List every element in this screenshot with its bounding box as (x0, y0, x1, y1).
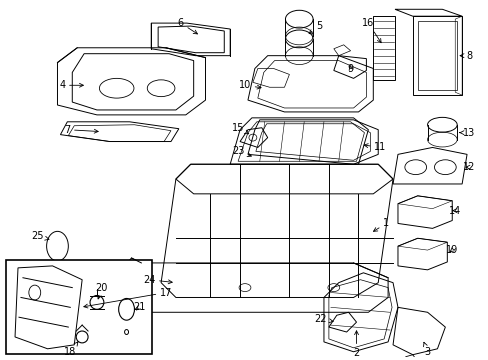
Text: 11: 11 (364, 143, 386, 152)
Text: 6: 6 (178, 18, 197, 34)
Text: 8: 8 (459, 51, 471, 61)
Text: 13: 13 (459, 128, 474, 138)
Text: 10: 10 (238, 80, 261, 90)
Text: 12: 12 (462, 162, 474, 172)
Text: 24: 24 (143, 275, 172, 285)
Text: 15: 15 (231, 123, 248, 134)
Text: 4: 4 (59, 80, 83, 90)
Text: 23: 23 (231, 147, 251, 157)
Text: 7: 7 (64, 125, 98, 135)
Text: 18: 18 (64, 342, 78, 357)
Text: 20: 20 (96, 283, 108, 299)
Text: 1: 1 (373, 219, 388, 231)
Text: 5: 5 (308, 21, 322, 34)
Text: 2: 2 (353, 331, 359, 358)
Text: 9: 9 (347, 63, 353, 73)
Text: 21: 21 (133, 302, 145, 312)
Text: 14: 14 (448, 206, 460, 216)
Bar (6, 260, 152, 354)
Text: 19: 19 (445, 245, 457, 255)
Text: 22: 22 (314, 314, 332, 324)
Text: 3: 3 (423, 342, 430, 357)
Text: 16: 16 (362, 18, 380, 43)
Text: 25: 25 (31, 231, 49, 241)
Text: 17: 17 (83, 288, 172, 308)
